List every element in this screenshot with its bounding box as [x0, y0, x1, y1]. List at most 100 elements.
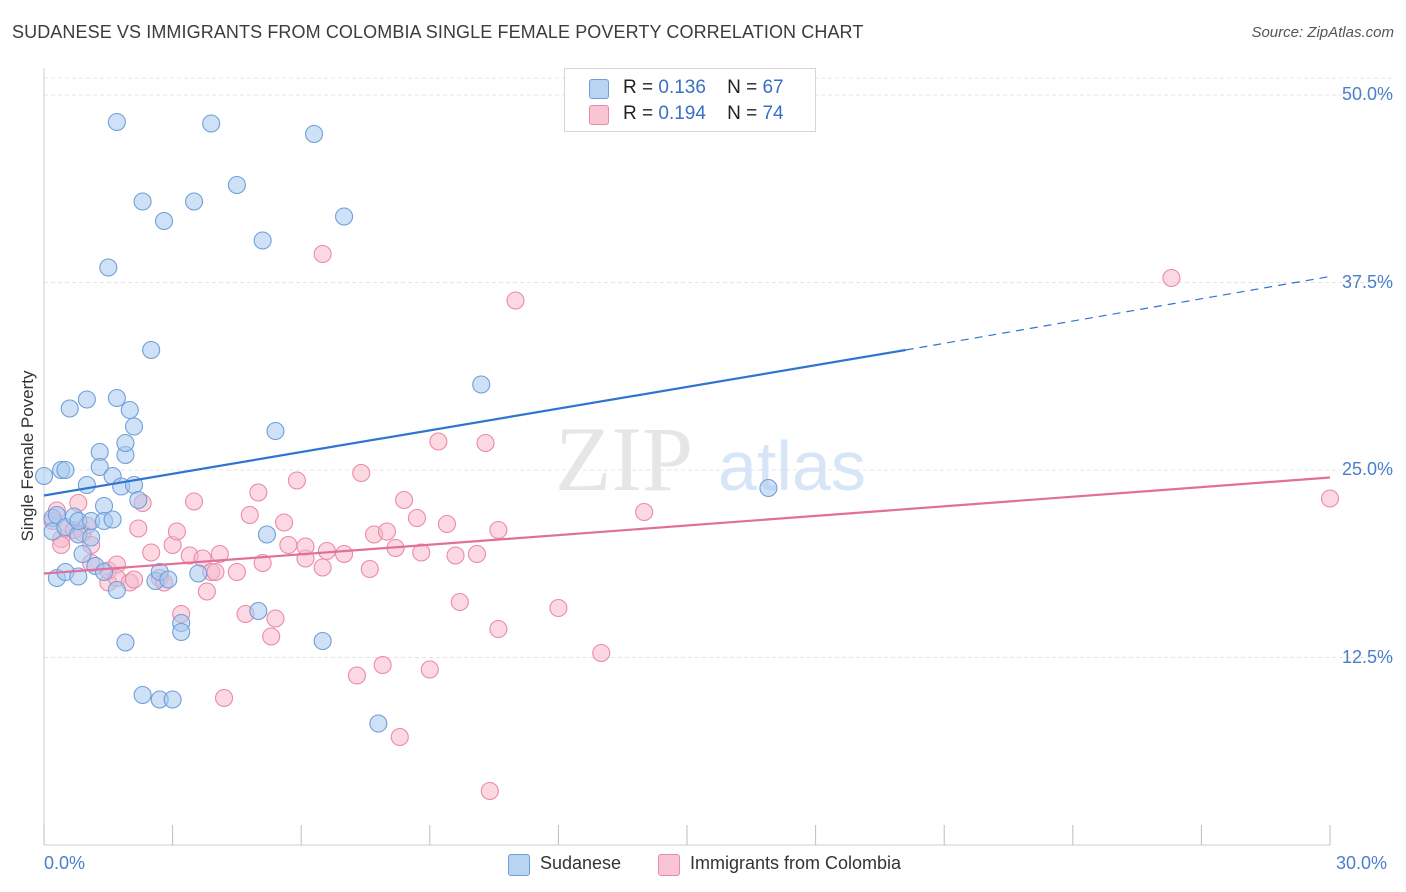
- sudanese-point: [133, 685, 152, 705]
- colombia-point: [412, 543, 431, 562]
- bottom-legend-label: Immigrants from Colombia: [690, 853, 902, 873]
- sudanese-point: [184, 192, 204, 211]
- colombia-point: [390, 727, 409, 747]
- sudanese-point: [73, 544, 92, 564]
- colombia-point: [592, 643, 611, 663]
- source-credit: Source: ZipAtlas.com: [1251, 24, 1394, 41]
- sudanese-point: [172, 622, 191, 642]
- colombia-point: [352, 463, 371, 483]
- colombia-point: [506, 291, 525, 310]
- colombia-point: [227, 562, 246, 582]
- colombia-point: [377, 522, 396, 541]
- sudanese-point: [129, 490, 148, 510]
- sudanese-trend-extension: [905, 275, 1331, 351]
- y-tick-label: 50.0%: [1342, 84, 1394, 104]
- colombia-point: [335, 544, 354, 564]
- colombia-trend-line: [43, 476, 1331, 575]
- colombia-point: [253, 553, 272, 573]
- sudanese-point: [34, 466, 54, 486]
- colombia-point: [266, 609, 285, 628]
- colombia-point: [373, 655, 392, 675]
- n-label: N =: [727, 77, 758, 98]
- x-tick-label-max: 30.0%: [1336, 853, 1388, 873]
- colombia-point: [446, 546, 465, 565]
- legend-text-sudanese: R = 0.136 N = 67: [623, 77, 784, 99]
- chart-title: SUDANESE VS IMMIGRANTS FROM COLOMBIA SIN…: [12, 22, 864, 42]
- colombia-point: [437, 514, 456, 534]
- colombia-point: [313, 244, 332, 264]
- sudanese-point: [369, 714, 388, 733]
- colombia-point: [480, 781, 499, 801]
- sudanese-point: [99, 258, 118, 277]
- colombia-point: [467, 544, 487, 564]
- r-label: R =: [623, 77, 654, 98]
- sudanese-swatch: [508, 854, 530, 876]
- sudanese-point: [313, 631, 332, 651]
- legend-text-colombia: R = 0.194 N = 74: [623, 103, 784, 125]
- n-value: 74: [762, 103, 784, 124]
- sudanese-point: [90, 457, 109, 477]
- sudanese-swatch: [589, 79, 609, 99]
- sudanese-point: [159, 570, 178, 589]
- bottom-legend-label: Sudanese: [540, 853, 622, 873]
- sudanese-point: [77, 390, 96, 409]
- colombia-point: [549, 598, 568, 618]
- colombia-point: [489, 619, 508, 639]
- sudanese-point: [116, 633, 135, 652]
- colombia-points: [43, 244, 1340, 801]
- colombia-point: [249, 483, 268, 502]
- watermark-atlas: atlas: [718, 427, 866, 505]
- colombia-point: [395, 490, 414, 510]
- sudanese-point: [202, 114, 221, 133]
- colombia-point: [313, 558, 332, 577]
- watermark-zip: ZIP: [555, 408, 693, 510]
- sudanese-point: [56, 460, 75, 480]
- sudanese-point: [107, 112, 126, 132]
- n-value: 67: [762, 77, 784, 98]
- sudanese-point: [77, 475, 96, 495]
- sudanese-point: [133, 192, 152, 211]
- watermark: ZIP atlas: [555, 408, 866, 510]
- sudanese-point: [163, 690, 182, 709]
- sudanese-point: [154, 211, 174, 231]
- sudanese-point: [305, 124, 324, 144]
- colombia-point: [347, 666, 366, 685]
- sudanese-point: [120, 400, 139, 420]
- sudanese-point: [266, 421, 285, 441]
- colombia-point: [429, 432, 448, 451]
- sudanese-point: [107, 388, 126, 408]
- sudanese-point: [107, 580, 126, 600]
- colombia-point: [240, 505, 259, 525]
- x-tick-label-min: 0.0%: [44, 853, 86, 873]
- r-value: 0.136: [658, 77, 706, 98]
- colombia-point: [206, 562, 225, 582]
- sudanese-point: [759, 478, 778, 498]
- colombia-point: [167, 522, 186, 541]
- y-tick-label: 37.5%: [1342, 271, 1394, 292]
- colombia-point: [214, 688, 234, 708]
- sudanese-point: [103, 510, 122, 529]
- colombia-point: [52, 535, 71, 555]
- sudanese-point: [82, 528, 101, 547]
- r-value: 0.194: [658, 103, 706, 124]
- sudanese-point: [249, 601, 268, 621]
- colombia-point: [197, 582, 216, 601]
- axes: [43, 68, 1331, 846]
- colombia-point: [1162, 268, 1181, 288]
- colombia-point: [476, 433, 495, 453]
- colombia-point: [279, 535, 298, 555]
- sudanese-point: [335, 207, 354, 226]
- n-label: N =: [727, 103, 758, 124]
- r-label: R =: [623, 103, 654, 124]
- colombia-point: [210, 544, 229, 564]
- sudanese-point: [257, 525, 276, 544]
- colombia-point: [262, 627, 281, 646]
- colombia-point: [184, 492, 204, 511]
- colombia-point: [1320, 489, 1340, 508]
- sudanese-point: [142, 340, 161, 360]
- sudanese-point: [94, 562, 114, 582]
- sudanese-point: [472, 375, 491, 394]
- colombia-point: [407, 508, 426, 528]
- colombia-point: [275, 513, 294, 532]
- grid-lines: [44, 77, 1392, 658]
